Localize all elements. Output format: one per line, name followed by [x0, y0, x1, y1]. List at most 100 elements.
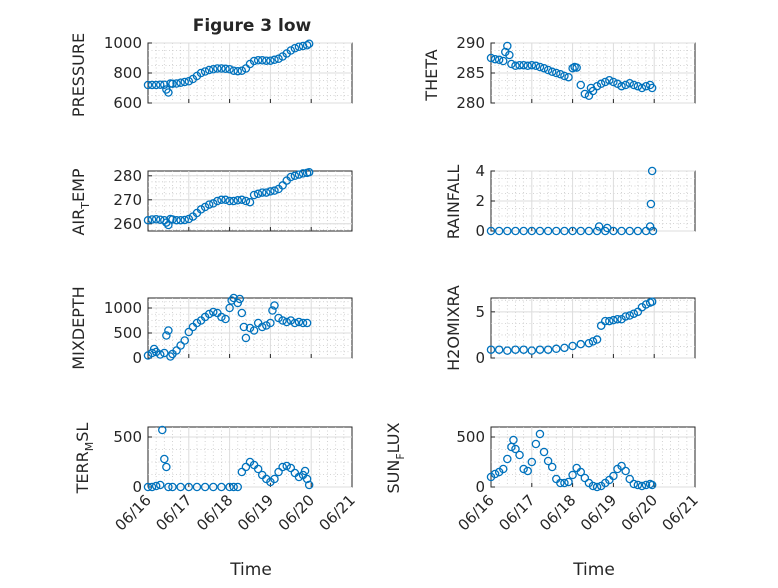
- y-tick-label: 500: [113, 428, 142, 446]
- data-point: [286, 463, 296, 473]
- data-point: [166, 352, 175, 361]
- data-point: [180, 336, 189, 345]
- y-tick-label: 500: [113, 324, 142, 342]
- data-point: [160, 454, 169, 464]
- data-point: [241, 462, 251, 472]
- data-point: [196, 205, 206, 214]
- data-point: [592, 482, 602, 492]
- data-point: [592, 335, 602, 344]
- data-point: [245, 197, 255, 207]
- data-point: [239, 322, 249, 332]
- data-point: [282, 317, 291, 327]
- data-point: [172, 79, 181, 88]
- data-point: [217, 64, 226, 73]
- y-tick-label: 270: [113, 191, 142, 209]
- data-point: [180, 215, 189, 225]
- data-point: [519, 60, 528, 70]
- data-point: [505, 50, 514, 60]
- data-point: [241, 333, 251, 343]
- data-point: [560, 343, 569, 353]
- data-point: [503, 41, 512, 51]
- data-point: [486, 226, 496, 236]
- data-point: [204, 200, 214, 209]
- data-point: [600, 316, 610, 326]
- data-point: [617, 81, 626, 91]
- ylabel-h2omixra: H2OMIXRA: [444, 285, 463, 371]
- subplot-theta: THETA: [422, 49, 441, 101]
- data-point: [498, 56, 508, 66]
- data-point: [196, 68, 206, 78]
- data-point: [155, 80, 165, 89]
- data-point: [592, 81, 602, 91]
- data-point: [629, 80, 639, 90]
- data-point: [266, 56, 275, 65]
- data-point: [633, 81, 643, 91]
- data-point: [568, 470, 577, 480]
- data-point: [225, 196, 234, 206]
- data-point: [151, 80, 161, 90]
- data-point: [576, 467, 586, 477]
- data-point: [233, 298, 243, 308]
- data-point: [200, 67, 210, 76]
- data-point: [257, 188, 267, 197]
- data-point: [515, 450, 524, 460]
- data-point: [539, 63, 549, 73]
- data-point: [523, 61, 532, 71]
- data-point: [507, 59, 516, 69]
- data-point: [552, 68, 561, 78]
- x-tick-label: 06/20: [618, 491, 661, 534]
- data-point: [147, 482, 157, 492]
- data-point: [147, 80, 157, 90]
- data-point: [155, 350, 165, 359]
- data-point: [633, 480, 643, 490]
- data-point: [168, 482, 177, 492]
- subplot-h2omixra: H2OMIXRA: [444, 285, 463, 371]
- data-point: [594, 222, 604, 231]
- data-point: [621, 466, 630, 476]
- subplot-mixdepth: MIXDEPTH: [69, 286, 88, 369]
- data-point: [552, 344, 561, 354]
- data-point: [270, 55, 279, 65]
- data-point: [519, 464, 528, 474]
- ylabel-pressure: PRESSURE: [69, 33, 88, 117]
- data-point: [613, 79, 622, 89]
- data-point: [592, 226, 602, 236]
- data-point: [568, 341, 577, 351]
- x-tick-label: 06/19: [577, 491, 620, 534]
- data-point: [519, 345, 528, 354]
- data-point: [184, 77, 194, 86]
- data-point: [204, 65, 214, 75]
- data-point: [519, 226, 528, 236]
- data-point: [580, 89, 590, 99]
- data-point: [209, 482, 218, 492]
- data-point: [511, 226, 520, 236]
- data-point: [584, 226, 594, 236]
- data-point: [213, 196, 222, 206]
- data-point: [278, 462, 287, 472]
- data-point: [164, 482, 173, 492]
- ylabel-rainfall: RAINFALL: [444, 165, 463, 240]
- data-point: [552, 226, 561, 236]
- data-point: [180, 77, 189, 87]
- data-point: [584, 91, 594, 101]
- data-point: [486, 345, 496, 354]
- data-point: [268, 306, 277, 315]
- data-point: [233, 196, 243, 205]
- data-point: [304, 39, 314, 49]
- figure-title: Figure 3 low: [193, 16, 312, 36]
- data-point: [225, 482, 234, 492]
- x-tick-label: 06/18: [193, 491, 236, 534]
- x-tick-label: 06/18: [536, 491, 579, 534]
- data-point: [511, 345, 520, 354]
- data-point: [613, 314, 622, 324]
- data-point: [503, 226, 512, 236]
- data-point: [155, 480, 165, 490]
- data-point: [249, 56, 259, 66]
- y-tick-label: 1000: [104, 299, 142, 317]
- data-point: [641, 81, 651, 91]
- data-point: [547, 67, 557, 77]
- data-point: [229, 293, 238, 303]
- data-point: [253, 464, 263, 474]
